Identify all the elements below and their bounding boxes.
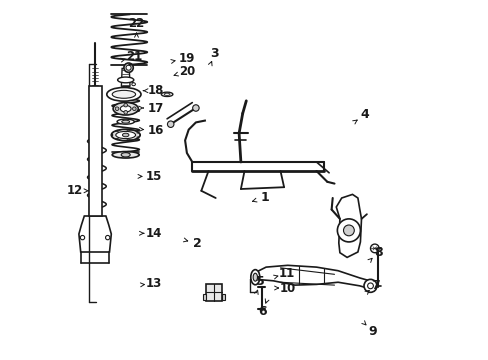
Text: 12: 12 [67,184,83,197]
Circle shape [337,219,360,242]
Circle shape [123,63,133,72]
Text: 19: 19 [178,52,195,65]
Ellipse shape [113,102,138,115]
Polygon shape [255,265,375,289]
Text: 13: 13 [145,277,162,290]
Ellipse shape [117,119,134,124]
Ellipse shape [117,77,134,83]
Ellipse shape [112,90,135,98]
Text: 7: 7 [371,279,380,292]
Text: 15: 15 [145,170,162,183]
FancyBboxPatch shape [88,86,102,216]
Text: 6: 6 [258,305,266,318]
Polygon shape [336,194,361,257]
Ellipse shape [122,120,129,123]
Ellipse shape [161,92,172,96]
Text: 14: 14 [145,227,162,240]
Circle shape [132,107,136,111]
Text: 21: 21 [126,50,142,63]
Ellipse shape [116,131,135,139]
Polygon shape [203,294,205,300]
Text: 17: 17 [148,102,164,114]
Ellipse shape [250,270,259,285]
Text: 22: 22 [128,17,144,30]
Text: 18: 18 [148,84,164,97]
Ellipse shape [253,273,257,281]
Polygon shape [222,294,224,300]
Ellipse shape [105,235,110,240]
Ellipse shape [106,87,141,101]
Text: 8: 8 [373,246,382,258]
Text: 20: 20 [179,65,195,78]
Polygon shape [121,68,130,86]
Circle shape [367,283,373,289]
Circle shape [343,225,354,236]
Text: 5: 5 [256,275,264,288]
Text: 16: 16 [148,124,164,137]
Ellipse shape [111,129,140,141]
Ellipse shape [120,105,131,112]
Text: 2: 2 [192,237,201,250]
Circle shape [126,65,131,70]
Text: 9: 9 [367,325,376,338]
Circle shape [115,107,119,111]
Circle shape [363,279,376,292]
Ellipse shape [164,93,170,95]
Text: 3: 3 [210,47,219,60]
Ellipse shape [121,153,130,157]
Text: 4: 4 [360,108,369,121]
Polygon shape [79,216,111,252]
Circle shape [123,103,127,107]
Text: 10: 10 [279,282,295,294]
Ellipse shape [132,83,135,86]
Ellipse shape [122,133,129,137]
Circle shape [370,244,378,253]
Polygon shape [205,284,222,301]
Text: 11: 11 [278,267,294,280]
Ellipse shape [112,152,139,158]
Ellipse shape [80,235,84,240]
Circle shape [123,111,127,114]
Text: 1: 1 [261,191,269,204]
Circle shape [167,121,174,127]
Circle shape [192,105,199,111]
